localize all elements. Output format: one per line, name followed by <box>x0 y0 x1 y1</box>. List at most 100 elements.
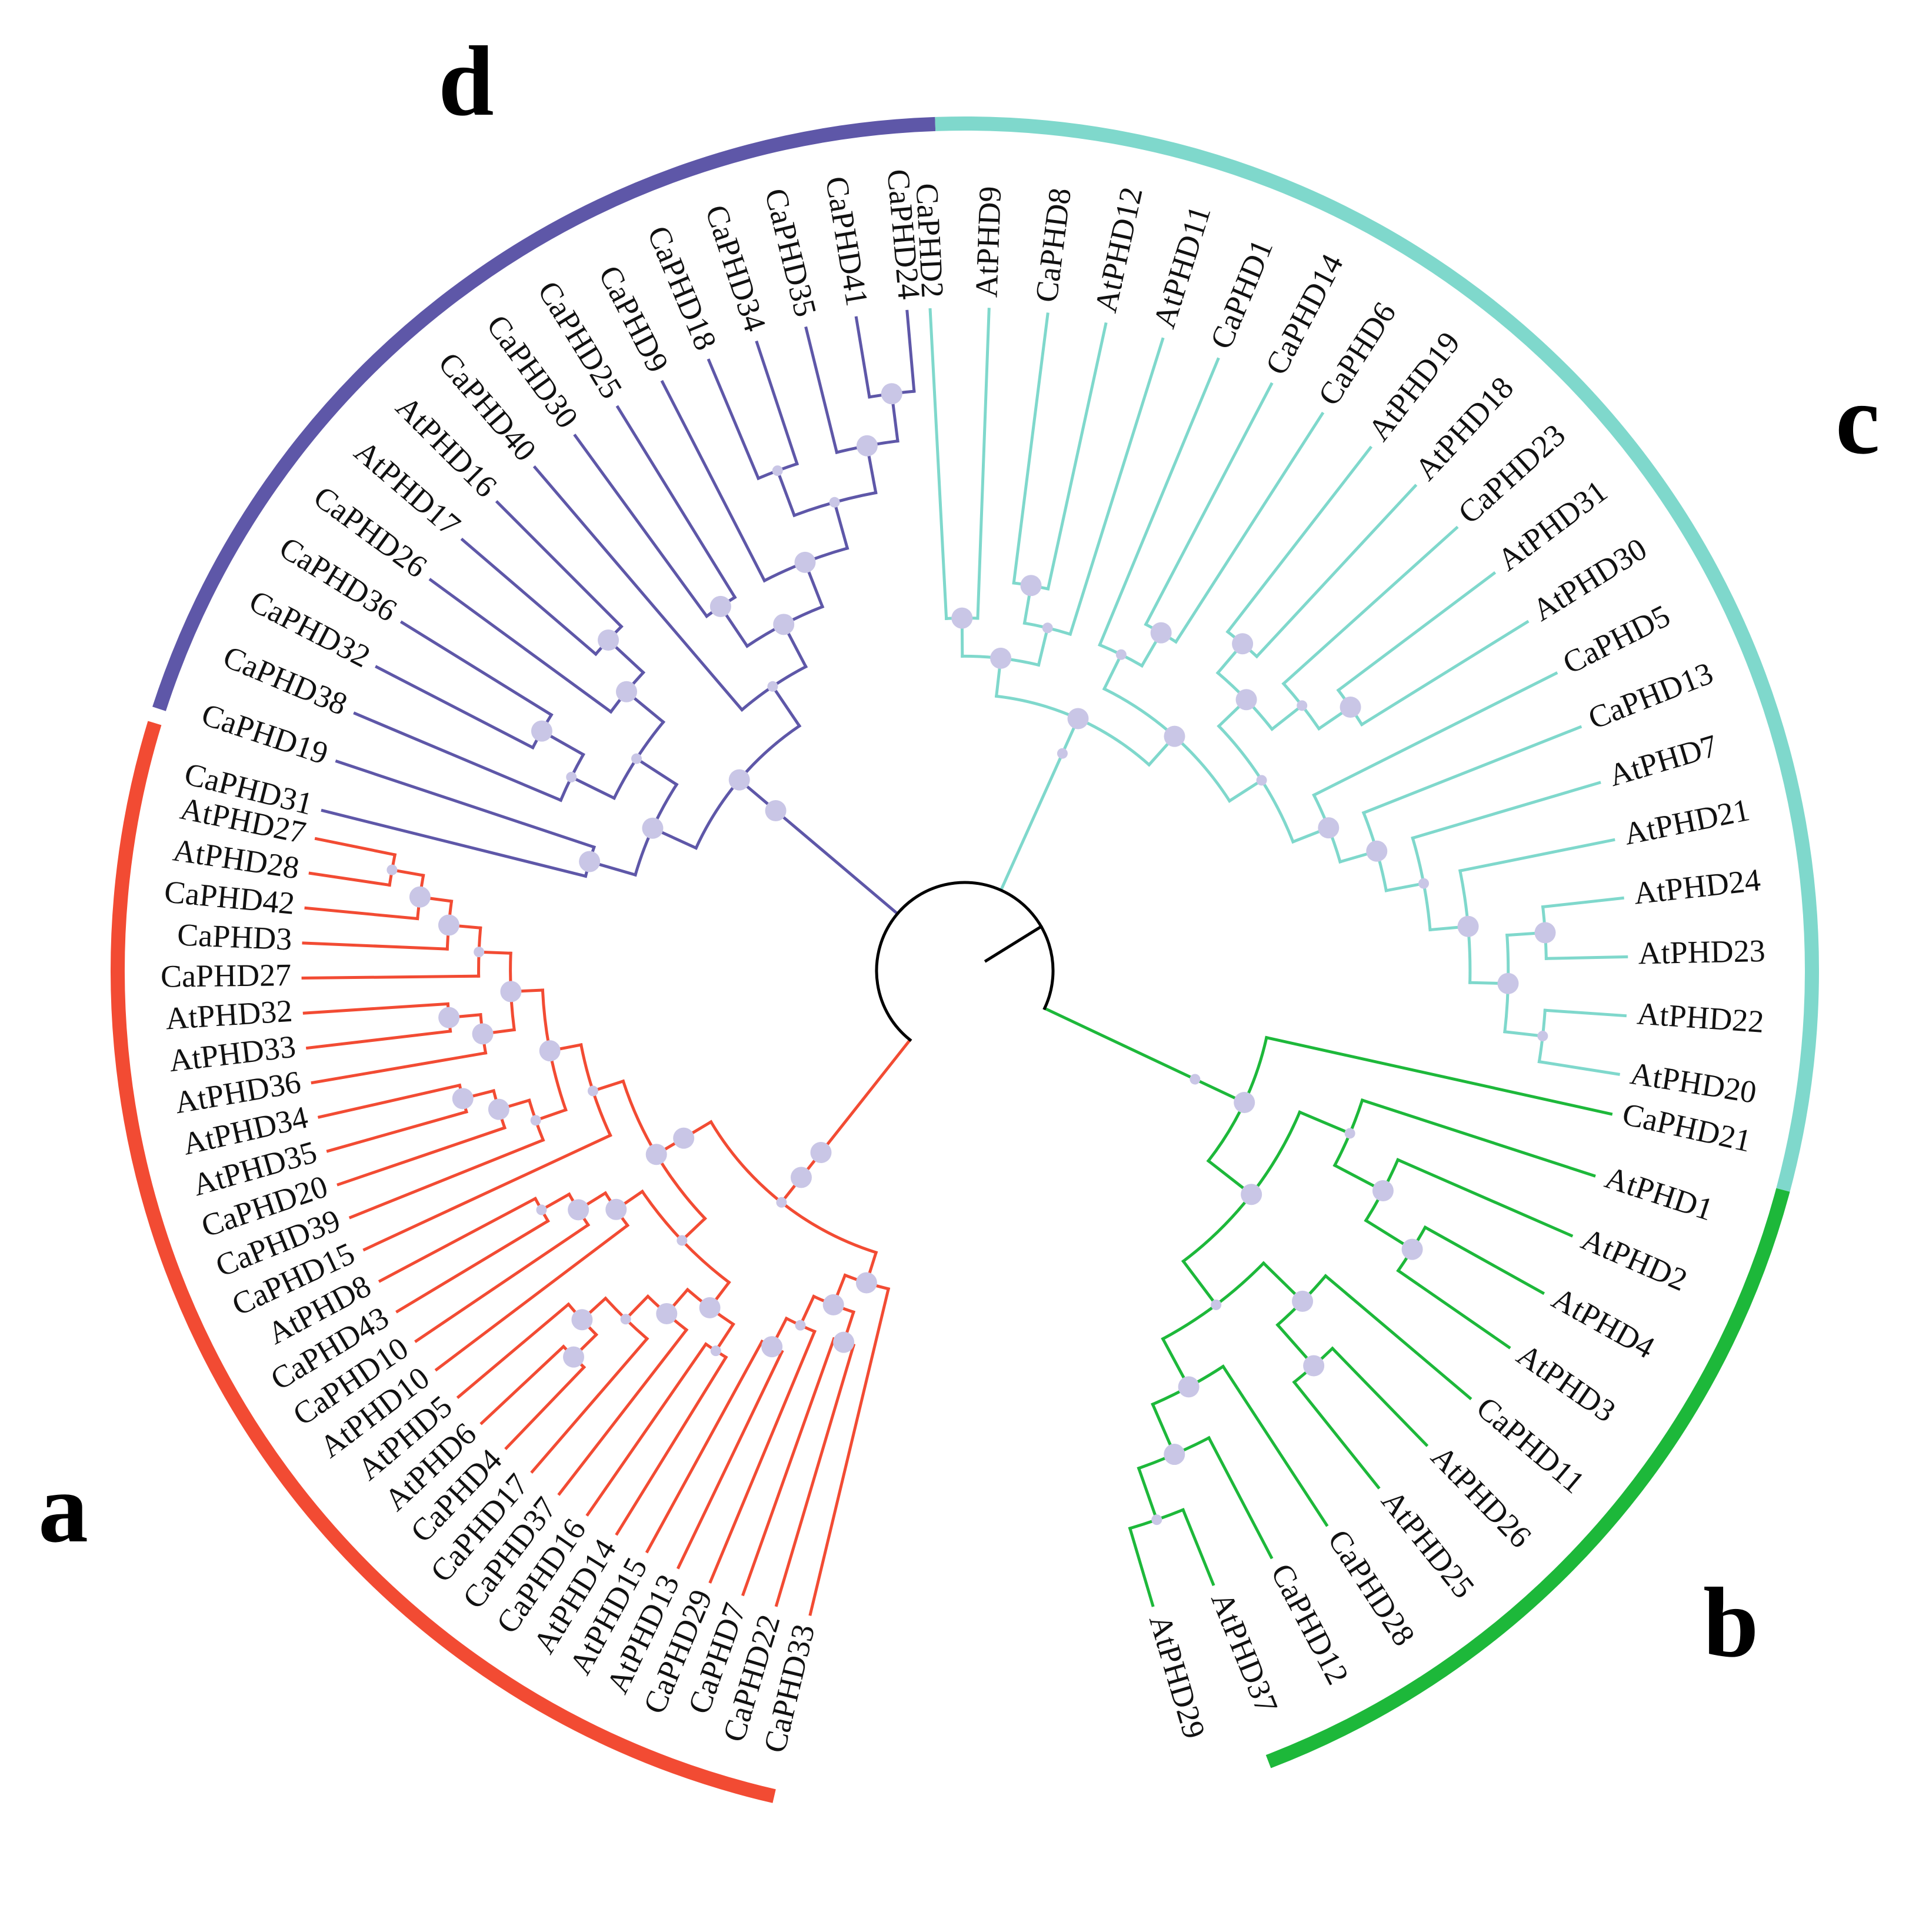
branch <box>557 1328 689 1496</box>
branch <box>624 1294 650 1321</box>
support-circle <box>1020 575 1042 597</box>
support-circle <box>677 1235 688 1246</box>
leaf-label: CaPHD3 <box>176 917 292 957</box>
clade-ring-d <box>152 116 936 711</box>
clade-ring-a <box>111 721 776 1803</box>
branch <box>390 868 425 877</box>
branch <box>1384 881 1425 892</box>
support-circle <box>474 947 485 958</box>
leaf-label: AtPHD1 <box>1601 1160 1717 1228</box>
support-circle <box>615 681 637 702</box>
branch <box>1330 1346 1429 1447</box>
branch <box>308 871 392 887</box>
support-circle <box>790 1167 812 1188</box>
clade-stem-a <box>818 1038 912 1155</box>
support-circle <box>1232 633 1254 655</box>
support-circle <box>990 647 1012 669</box>
leaf-label: CaPHD35 <box>758 185 824 320</box>
support-circle <box>1057 748 1068 759</box>
support-circle <box>571 1309 593 1331</box>
branch <box>1174 411 1325 644</box>
leaf-label: AtPHD23 <box>1638 933 1765 971</box>
support-circle <box>1292 1290 1314 1312</box>
support-circle <box>673 1127 695 1149</box>
branch <box>1207 1435 1274 1560</box>
support-circle <box>472 1023 494 1045</box>
support-circle <box>1340 696 1361 718</box>
branch <box>1068 337 1165 637</box>
support-circle <box>1042 622 1053 634</box>
branch <box>301 974 481 980</box>
support-circle <box>765 800 787 821</box>
branch <box>660 379 767 583</box>
support-circle <box>1418 878 1430 889</box>
support-circle <box>536 1204 547 1215</box>
branch <box>428 578 613 714</box>
branch <box>317 1083 462 1119</box>
clade-label-a: a <box>38 1453 88 1563</box>
branch <box>832 500 849 550</box>
support-circle <box>645 1144 667 1165</box>
branch <box>634 757 679 787</box>
leaf-label: AtPHD12 <box>1088 184 1150 316</box>
branch <box>741 1337 836 1597</box>
tree-branches <box>301 308 1628 1616</box>
branch <box>1046 322 1108 591</box>
branch <box>775 468 797 518</box>
support-circle <box>855 1272 877 1294</box>
branch <box>804 326 839 454</box>
branch <box>1264 1035 1613 1116</box>
branch <box>569 775 617 801</box>
branch <box>1270 703 1304 731</box>
branch <box>615 405 737 599</box>
support-circle <box>829 497 840 508</box>
clade-rings <box>111 116 1819 1803</box>
support-circle <box>1190 1074 1201 1085</box>
branch <box>530 1336 649 1474</box>
clade-label-c: c <box>1835 364 1880 475</box>
branch <box>1361 725 1582 815</box>
branch <box>353 711 563 802</box>
support-circle <box>1297 700 1308 711</box>
leaf-label: AtPHD24 <box>1632 862 1762 911</box>
leaf-label: AtPHD9 <box>968 186 1008 298</box>
branch <box>305 1030 452 1050</box>
support-circles <box>387 383 1556 1525</box>
branch <box>1503 1030 1545 1038</box>
branch <box>1336 571 1497 692</box>
support-circle <box>776 1197 787 1208</box>
support-circle <box>563 1346 585 1368</box>
branch <box>645 1339 764 1554</box>
support-circle <box>728 769 750 791</box>
branch <box>1037 626 1050 667</box>
branch <box>676 1350 784 1570</box>
support-circle <box>773 614 795 635</box>
branch <box>434 1223 630 1372</box>
support-circle <box>1303 1355 1325 1377</box>
branch <box>755 340 799 466</box>
leaf-label: CaPHD5 <box>1557 598 1675 681</box>
support-circle <box>794 551 816 573</box>
branch <box>774 1343 856 1607</box>
branch <box>335 760 596 850</box>
branch <box>585 1342 708 1517</box>
support-circle <box>833 1331 855 1353</box>
branch <box>532 465 744 712</box>
support-circle <box>587 1085 598 1097</box>
clade-stem-b <box>1042 1006 1197 1081</box>
branch <box>707 358 761 481</box>
branch <box>1396 1268 1511 1350</box>
support-circle <box>699 1297 721 1318</box>
support-circle <box>1457 915 1479 937</box>
support-circle <box>709 595 731 617</box>
leaf-label: AtPHD22 <box>1636 995 1765 1040</box>
leaf-label: AtPHD2 <box>1577 1221 1693 1298</box>
support-circle <box>488 1098 509 1120</box>
support-circle <box>531 720 552 742</box>
branch <box>460 537 598 657</box>
branch <box>1312 671 1558 797</box>
support-circle <box>795 1320 806 1331</box>
branch <box>573 434 709 618</box>
branch <box>321 808 588 878</box>
